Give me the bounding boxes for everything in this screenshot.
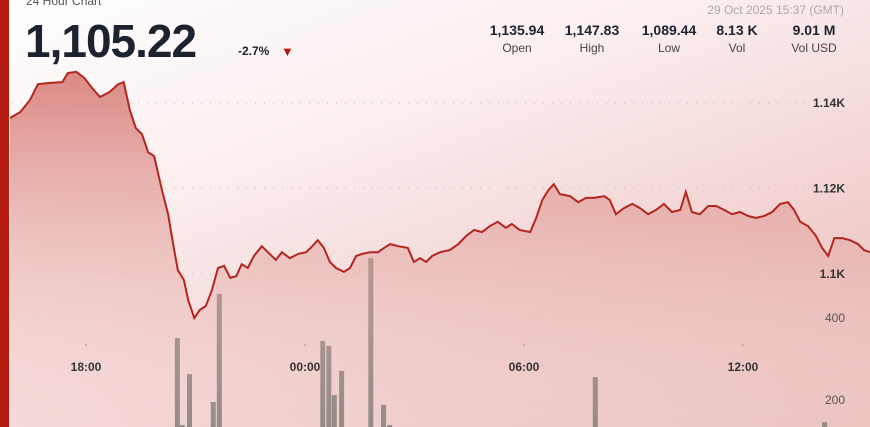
x-tick-label: 12:00 [728, 360, 759, 374]
y-tick-label: 1.14K [813, 96, 845, 110]
stat-label: Low [657, 41, 680, 55]
price-line [9, 70, 870, 321]
stat-vol: 8.13 K Vol [702, 22, 772, 55]
volume-tick-label: 400 [825, 311, 845, 325]
stat-low: 1,089.44 Low [634, 22, 704, 55]
x-tick-label: 06:00 [509, 360, 540, 374]
stat-high: 1,147.83 High [557, 22, 627, 55]
stat-value: 1,147.83 [564, 22, 620, 38]
down-arrow-icon: ▼ [281, 44, 294, 59]
stat-vol-usd: 9.01 M Vol USD [779, 22, 849, 55]
price-area [9, 71, 870, 427]
x-tick-label: 00:00 [290, 360, 321, 374]
stat-label: Vol [728, 41, 746, 55]
stat-value: 1,135.94 [489, 22, 545, 38]
current-price: 1,105.22 [25, 15, 197, 67]
x-tick-label: 18:00 [71, 360, 102, 374]
stat-label: Open [502, 41, 532, 55]
chart-title: 24 Hour Chart [26, 0, 102, 8]
stat-label: High [579, 41, 605, 55]
stat-value: 1,089.44 [641, 22, 697, 38]
accent-bar [0, 0, 9, 427]
timestamp: 29 Oct 2025 15:37 (GMT) [707, 3, 844, 17]
price-change: -2.7% [238, 44, 270, 58]
y-tick-label: 1.12K [813, 182, 845, 196]
y-tick-label: 1.1K [820, 267, 846, 281]
stat-value: 9.01 M [792, 22, 836, 38]
stat-value: 8.13 K [716, 22, 758, 38]
volume-tick-label: 200 [825, 393, 845, 407]
stat-label: Vol USD [791, 41, 837, 55]
stat-open: 1,135.94 Open [482, 22, 552, 55]
